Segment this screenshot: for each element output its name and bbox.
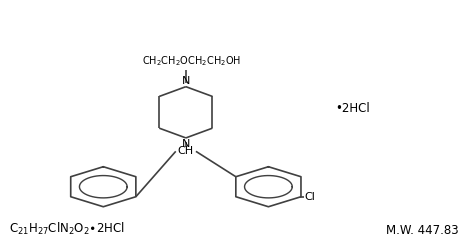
Text: M.W. 447.83: M.W. 447.83 xyxy=(386,224,459,237)
Text: CH: CH xyxy=(178,146,194,156)
Text: N: N xyxy=(182,139,190,149)
Text: N: N xyxy=(182,76,190,86)
Text: CH$_2$CH$_2$OCH$_2$CH$_2$OH: CH$_2$CH$_2$OCH$_2$CH$_2$OH xyxy=(142,55,241,68)
Text: C$_{21}$H$_{27}$ClN$_{2}$O$_{2}$$\bullet$2HCl: C$_{21}$H$_{27}$ClN$_{2}$O$_{2}$$\bullet… xyxy=(9,221,125,237)
Text: •2HCl: •2HCl xyxy=(335,102,370,115)
Text: Cl: Cl xyxy=(305,192,315,202)
